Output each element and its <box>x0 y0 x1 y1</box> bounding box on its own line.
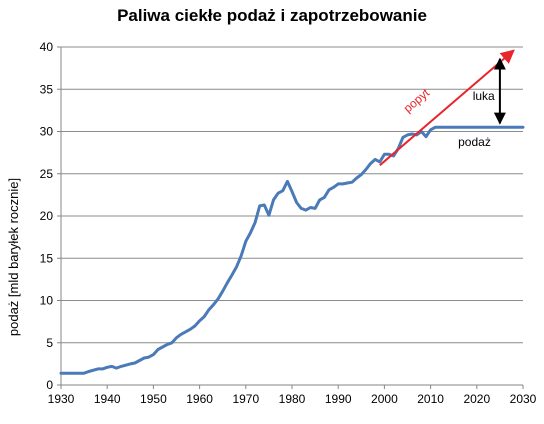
podaz-label: podaż <box>458 135 491 149</box>
gridlines <box>61 46 523 344</box>
x-tick-label: 1970 <box>232 392 259 406</box>
y-tick-label: 30 <box>40 125 54 139</box>
x-tick-label: 1940 <box>94 392 121 406</box>
x-tick-label: 2030 <box>510 392 537 406</box>
x-tick-label: 1930 <box>48 392 75 406</box>
y-tick-label: 10 <box>40 294 54 308</box>
y-tick-label: 20 <box>40 209 54 223</box>
axes <box>57 46 524 389</box>
y-tick-label: 0 <box>46 378 53 392</box>
x-tick-label: 1960 <box>186 392 213 406</box>
series-line-popyt <box>379 49 515 167</box>
y-tick-label: 5 <box>46 336 53 350</box>
popyt-label: popyt <box>401 85 433 115</box>
y-tick-label: 25 <box>40 167 54 181</box>
series-layer <box>59 49 525 375</box>
y-tick-label: 15 <box>40 251 54 265</box>
x-tick-label: 2010 <box>417 392 444 406</box>
y-tick-label: 40 <box>40 40 54 54</box>
series-line-podaz <box>59 125 525 375</box>
x-tick-label: 2020 <box>463 392 490 406</box>
tick-labels: 0 5 10 15 20 25 30 35 40 1930 1940 1950 1960 1970 1980… <box>40 40 537 406</box>
x-tick-label: 1950 <box>140 392 167 406</box>
luka-label: luka <box>473 89 495 103</box>
x-tick-label: 2000 <box>371 392 398 406</box>
y-tick-label: 35 <box>40 82 54 96</box>
y-axis-label: podaż [mld baryłek rocznie] <box>6 178 21 336</box>
x-tick-label: 1980 <box>279 392 306 406</box>
chart-title: Paliwa ciekłe podaż i zapotrzebowanie <box>117 6 427 25</box>
x-tick-label: 1990 <box>325 392 352 406</box>
